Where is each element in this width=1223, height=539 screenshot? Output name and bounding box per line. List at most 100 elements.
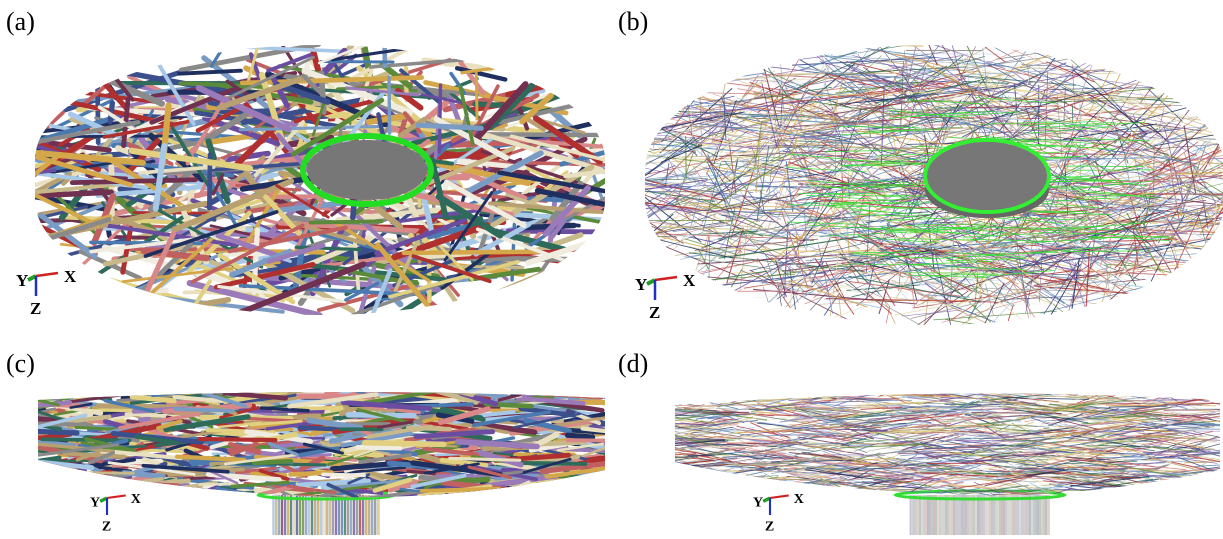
fiber — [955, 388, 1000, 391]
fiber — [577, 479, 650, 488]
fiber — [704, 382, 783, 395]
fiber — [487, 134, 615, 135]
fiber — [1171, 384, 1223, 394]
fiber — [659, 472, 700, 481]
fiber — [621, 395, 710, 405]
fiber — [690, 475, 714, 485]
fiber — [163, 495, 246, 499]
fiber — [636, 221, 649, 239]
fiber — [254, 230, 257, 293]
fiber — [675, 493, 727, 495]
fiber — [676, 497, 756, 502]
fiber — [512, 391, 533, 394]
fiber — [389, 77, 390, 133]
fiber — [695, 390, 740, 395]
fiber — [638, 393, 709, 401]
fiber — [667, 394, 722, 396]
fiber — [772, 488, 841, 492]
fiber — [795, 143, 918, 151]
fiber — [104, 477, 131, 487]
fiber — [171, 496, 243, 502]
fiber — [846, 491, 884, 502]
fiber — [189, 490, 243, 500]
fiber — [590, 485, 615, 488]
fiber — [1188, 493, 1223, 506]
fiber — [1041, 400, 1069, 403]
fiber — [849, 385, 881, 395]
fiber — [666, 476, 729, 478]
fiber — [934, 311, 1057, 320]
fiber — [696, 481, 721, 487]
fiber — [1207, 488, 1223, 494]
fiber — [826, 388, 870, 393]
fiber — [756, 187, 831, 188]
fiber — [672, 471, 745, 472]
fiber — [404, 252, 539, 253]
fiber — [1065, 166, 1145, 167]
fiber — [653, 473, 736, 484]
fiber — [816, 489, 888, 496]
fiber — [659, 383, 694, 393]
fiber — [147, 384, 191, 395]
fiber — [659, 96, 734, 113]
fiber — [495, 495, 544, 496]
fiber — [150, 384, 178, 394]
fiber — [52, 474, 82, 483]
fiber — [436, 496, 520, 505]
fiber — [80, 485, 122, 489]
fiber — [475, 489, 517, 500]
fiber — [529, 386, 611, 396]
fiber — [1104, 482, 1177, 495]
fiber — [664, 388, 687, 394]
fiber — [839, 493, 887, 505]
fiber — [526, 488, 591, 491]
fiber — [567, 391, 657, 396]
fiber — [197, 493, 227, 506]
fiber — [155, 490, 241, 499]
fiber — [690, 477, 764, 486]
fiber — [803, 390, 856, 393]
fiber — [746, 387, 810, 398]
fiber — [649, 462, 689, 474]
fiber — [568, 440, 644, 441]
fiber — [1078, 494, 1107, 496]
fiber — [1115, 493, 1193, 506]
fiber — [682, 393, 734, 396]
fiber — [513, 463, 585, 464]
fiber — [633, 388, 701, 395]
fiber — [47, 489, 71, 493]
fiber — [203, 491, 234, 499]
fiber — [795, 34, 925, 60]
fiber — [749, 385, 837, 399]
fiber — [713, 493, 749, 494]
fiber — [568, 435, 593, 437]
fiber — [501, 490, 582, 502]
fiber — [484, 494, 569, 499]
fiber — [1162, 392, 1221, 395]
fiber — [1126, 386, 1199, 392]
fiber — [690, 488, 723, 492]
fiber — [1095, 493, 1120, 502]
fiber — [653, 392, 679, 405]
fiber — [806, 307, 864, 328]
fiber — [638, 389, 726, 393]
fiber — [1167, 476, 1199, 484]
fiber — [199, 439, 275, 440]
fiber — [583, 475, 643, 482]
fiber — [765, 56, 801, 119]
fiber — [573, 478, 622, 488]
fiber — [1100, 494, 1163, 500]
fiber — [173, 388, 227, 390]
fiber — [613, 166, 675, 193]
fiber — [656, 495, 718, 498]
fiber — [1109, 489, 1152, 496]
fiber — [590, 497, 616, 499]
fiber — [732, 487, 767, 495]
fiber — [62, 477, 86, 480]
fiber — [132, 496, 197, 497]
fiber — [886, 217, 966, 220]
fiber — [1134, 486, 1155, 497]
fiber — [791, 392, 869, 396]
fiber — [995, 384, 1048, 395]
fiber — [63, 480, 91, 491]
